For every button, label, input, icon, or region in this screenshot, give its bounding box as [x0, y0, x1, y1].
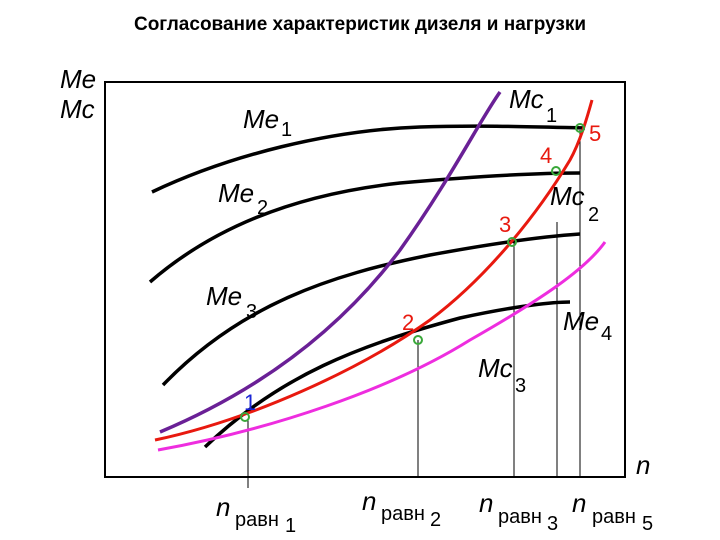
- series-label-mc-2-main: Mc: [550, 181, 585, 211]
- x-tick-label-1-sub: равн: [235, 509, 279, 531]
- series-mc-3: [157, 241, 607, 452]
- marker-point-4: [551, 166, 561, 176]
- series-label-me-1: Me 1: [243, 104, 292, 141]
- series-label-mc-2: Mc 2: [550, 181, 599, 226]
- series-label-me-3: Me 3: [206, 281, 257, 323]
- marker-point-2: [413, 335, 423, 345]
- marker-point-3: [507, 237, 517, 247]
- x-tick-label-1: n равн 1: [216, 492, 296, 537]
- x-tick-label-3-sub: равн: [498, 506, 542, 528]
- x-tick-label-2: n равн 2: [362, 486, 441, 531]
- x-axis-label: n: [636, 450, 650, 480]
- x-tick-label-2-sub: равн: [381, 503, 425, 525]
- point-label-3: 3: [499, 212, 511, 237]
- x-tick-label-3-index: 3: [547, 513, 558, 535]
- point-label-5: 5: [589, 121, 601, 146]
- series-label-mc-3-main: Mc: [478, 353, 513, 383]
- series-label-mc-1-main: Mc: [509, 84, 544, 114]
- series-label-mc-2-index: 2: [588, 204, 599, 226]
- chart-title: Согласование характеристик дизеля и нагр…: [133, 14, 587, 35]
- series-me-3: [161, 232, 581, 387]
- x-tick-label-3-main: n: [479, 488, 493, 518]
- y-axis-label-mc: Mc: [60, 94, 95, 124]
- x-tick-label-2-index: 2: [430, 509, 441, 531]
- x-tick-label-4-main: n: [572, 488, 586, 518]
- series-label-me-1-main: Me: [243, 104, 279, 134]
- series-label-me-4: Me 4: [563, 306, 612, 345]
- series-mc-2: [154, 99, 594, 442]
- point-label-4: 4: [540, 143, 552, 168]
- series-mc-1: [159, 90, 502, 434]
- series-label-me-2-index: 2: [257, 197, 268, 219]
- x-tick-label-1-main: n: [216, 492, 230, 522]
- series-label-mc-3-index: 3: [515, 375, 526, 397]
- plot-frame: [104, 81, 626, 478]
- series-label-me-2: Me 2: [218, 178, 268, 219]
- x-tick-label-4: n равн 5: [572, 488, 653, 535]
- series-me-1: [151, 124, 586, 194]
- x-tick-label-2-main: n: [362, 486, 376, 516]
- marker-point-5: [575, 123, 585, 133]
- x-tick-label-3: n равн 3: [479, 488, 558, 535]
- series-label-me-4-index: 4: [601, 323, 612, 345]
- series-label-me-4-main: Me: [563, 306, 599, 336]
- series-label-mc-1-index: 1: [546, 105, 557, 127]
- series-label-me-3-main: Me: [206, 281, 242, 311]
- x-tick-label-4-sub: равн: [592, 506, 636, 528]
- series-label-me-1-index: 1: [281, 119, 292, 141]
- series-me-2: [148, 171, 581, 284]
- series-label-mc-1: Mc 1: [509, 84, 557, 127]
- x-tick-label-1-index: 1: [285, 515, 296, 537]
- series-label-me-3-index: 3: [246, 301, 257, 323]
- y-axis-label-me: Me: [60, 64, 96, 94]
- series-label-me-2-main: Me: [218, 178, 254, 208]
- series-label-mc-3: Mc 3: [478, 353, 526, 397]
- point-label-2: 2: [402, 310, 414, 335]
- marker-point-1: [240, 412, 250, 422]
- series-me-4: [203, 300, 571, 449]
- x-tick-label-4-index: 5: [642, 513, 653, 535]
- point-label-1: 1: [244, 390, 256, 415]
